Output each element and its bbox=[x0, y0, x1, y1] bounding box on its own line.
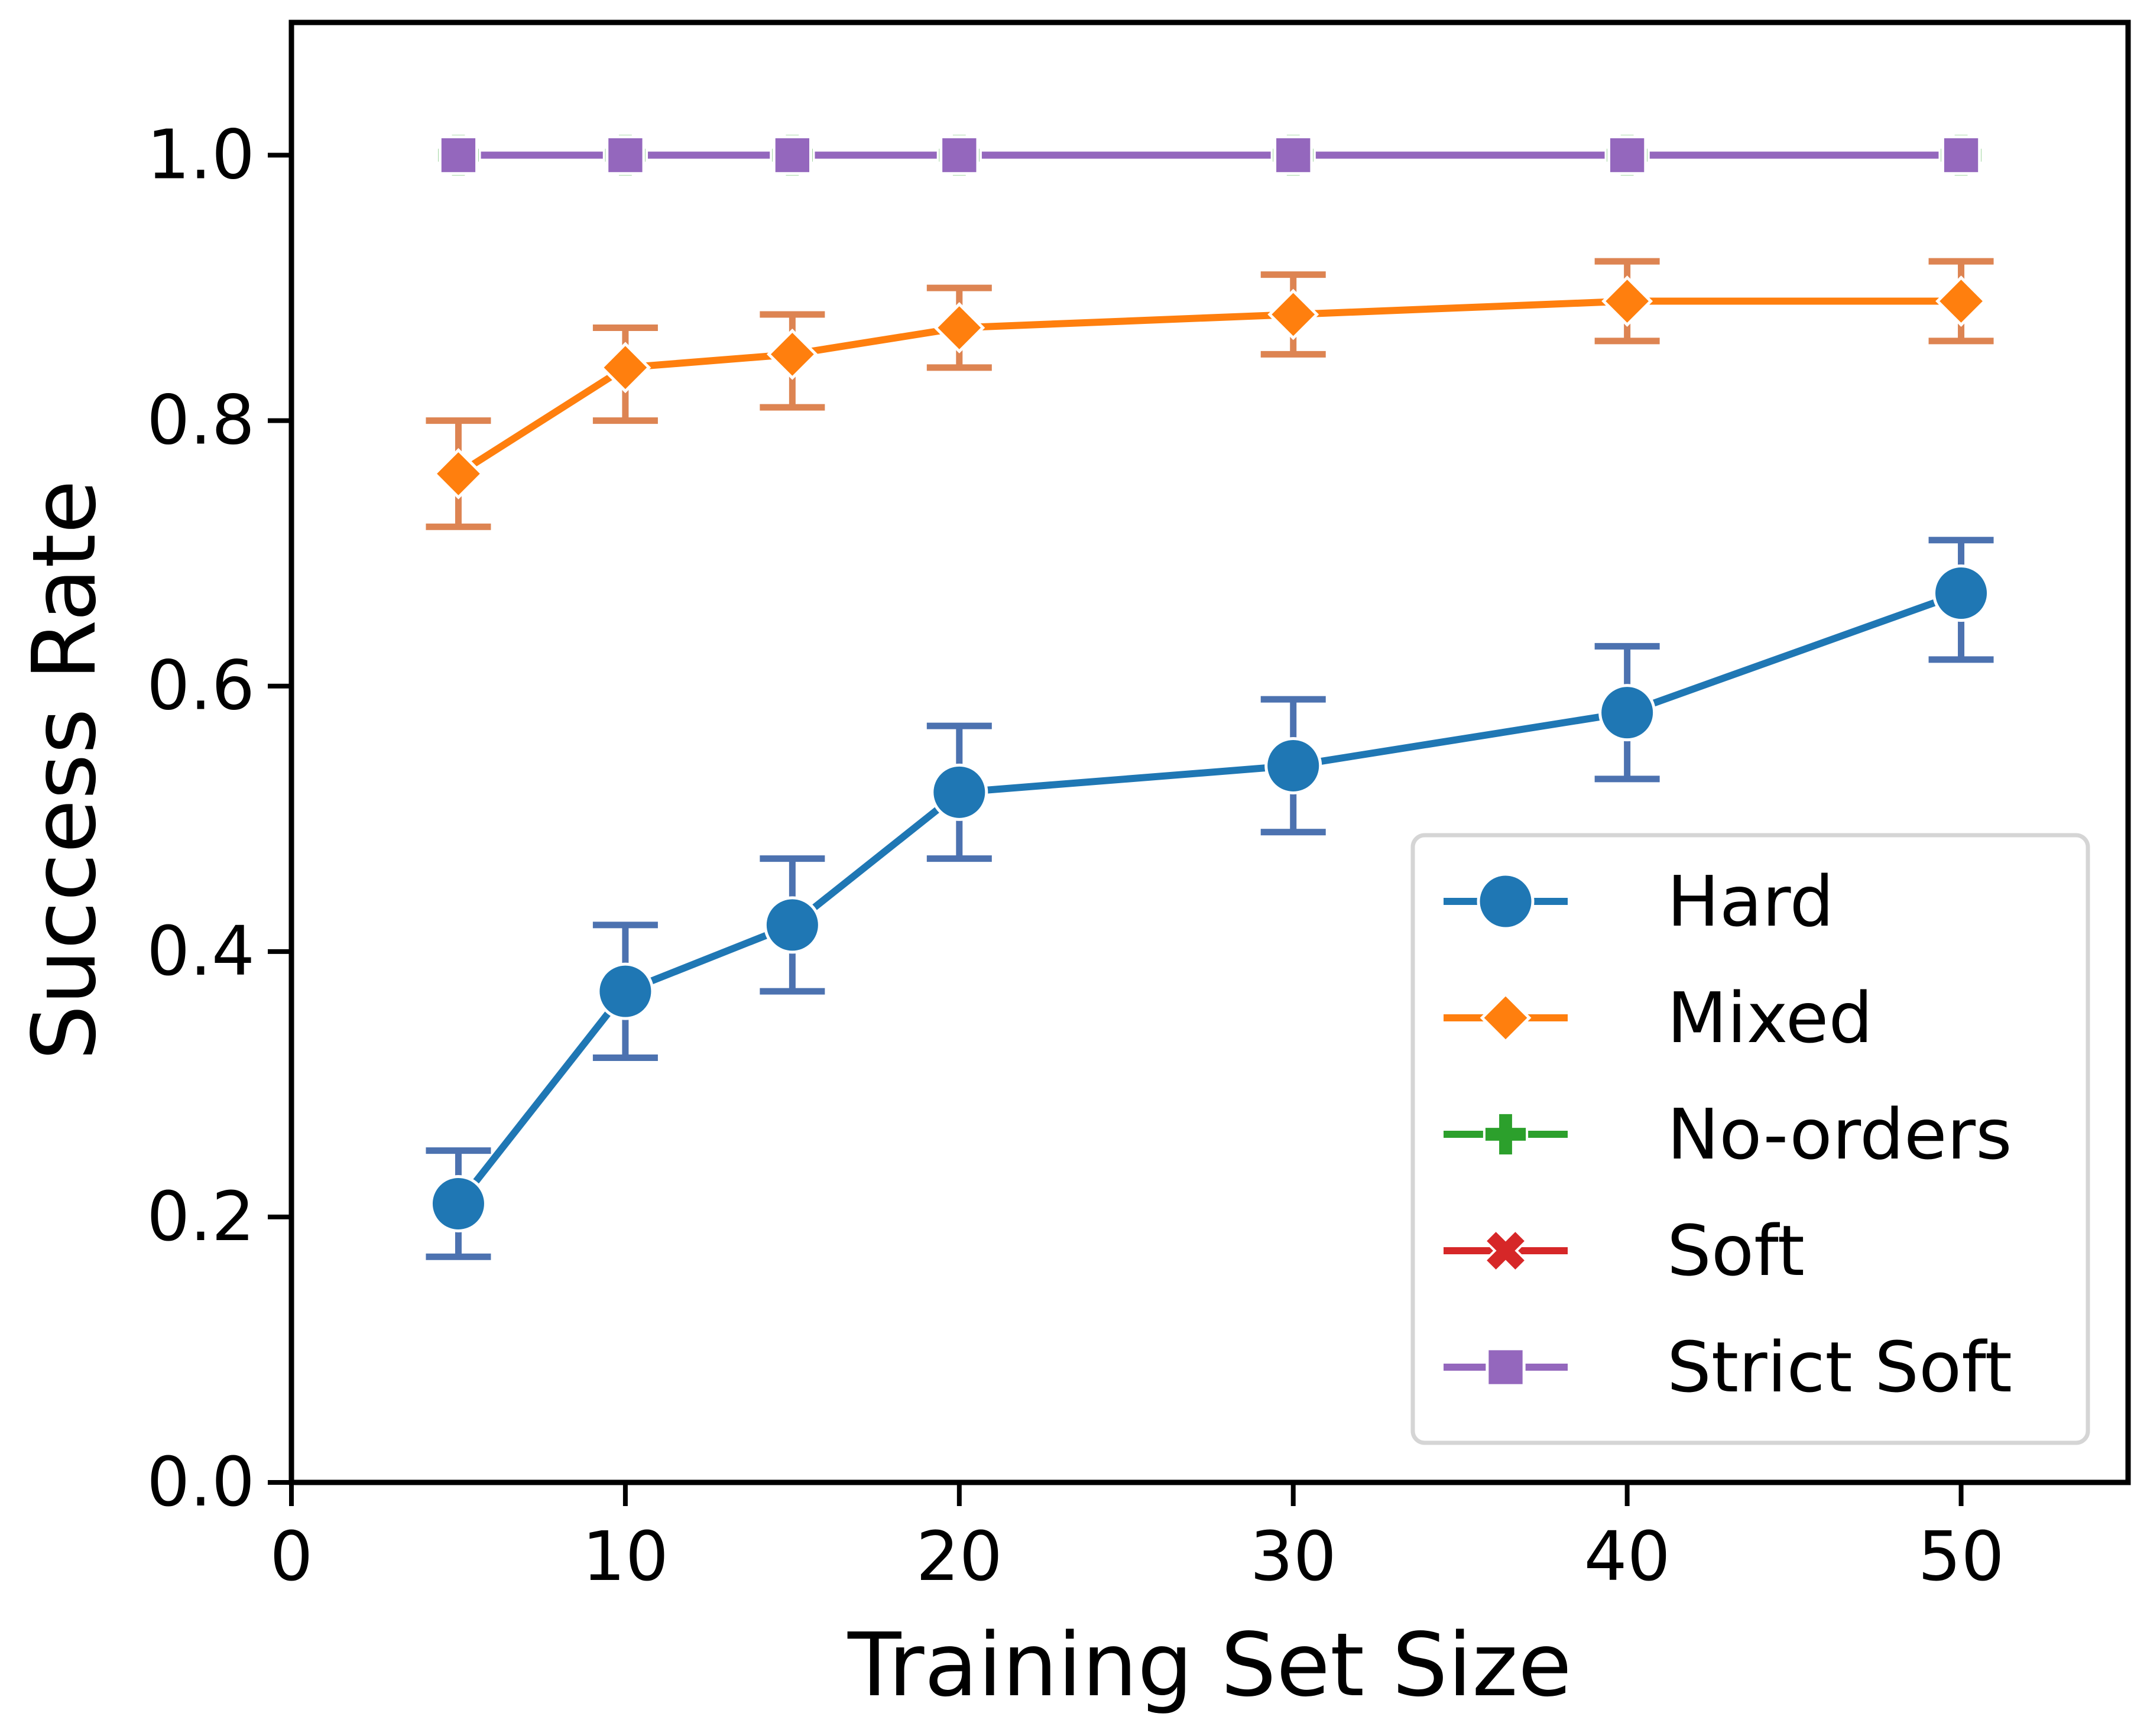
data-point-mixed bbox=[766, 328, 818, 380]
data-point-strict-soft bbox=[1273, 135, 1314, 176]
axes-group: 0 10 20 30 40 50 0.0 0.2 0.4 0.6 0.8 1.0 bbox=[147, 116, 2005, 1597]
data-point-mixed bbox=[1267, 288, 1319, 340]
data-point-hard bbox=[763, 896, 821, 954]
data-point-strict-soft bbox=[939, 135, 980, 176]
y-tick-label: 0.2 bbox=[147, 1177, 255, 1257]
legend: Hard Mixed No-orders Soft Strict Soft bbox=[1410, 833, 2090, 1445]
data-point-mixed bbox=[1935, 275, 1987, 327]
x-tick-label: 20 bbox=[916, 1517, 1003, 1597]
data-point-strict-soft bbox=[1607, 135, 1647, 176]
x-tick-label: 50 bbox=[1918, 1517, 2004, 1597]
y-tick-label: 0.8 bbox=[147, 381, 255, 460]
legend-label-soft: Soft bbox=[1667, 1210, 1805, 1292]
legend-marker-mixed bbox=[1480, 992, 1532, 1044]
data-point-hard bbox=[1932, 564, 1990, 622]
x-tick-label: 10 bbox=[582, 1517, 669, 1597]
data-point-mixed bbox=[933, 302, 985, 353]
plot-frame-group bbox=[288, 20, 2131, 1485]
series-line-mixed bbox=[456, 297, 1961, 477]
data-point-strict-soft bbox=[1941, 135, 1981, 176]
legend-marker-hard bbox=[1477, 872, 1535, 930]
legend-label-strict-soft: Strict Soft bbox=[1667, 1326, 2012, 1408]
x-tick-label: 0 bbox=[270, 1517, 313, 1597]
data-point-hard bbox=[596, 962, 654, 1020]
data-point-strict-soft bbox=[772, 135, 813, 176]
data-point-mixed bbox=[599, 342, 651, 394]
data-point-hard bbox=[1264, 736, 1322, 794]
series-markers-group bbox=[429, 132, 1990, 1232]
y-tick-label: 0.0 bbox=[147, 1443, 255, 1522]
data-point-hard bbox=[429, 1174, 487, 1232]
data-point-mixed bbox=[1601, 275, 1653, 327]
data-point-strict-soft bbox=[438, 135, 479, 176]
x-tick-label: 40 bbox=[1584, 1517, 1670, 1597]
legend-marker-strict-soft bbox=[1486, 1347, 1526, 1387]
data-point-hard bbox=[1598, 684, 1656, 742]
y-tick-label: 0.4 bbox=[147, 912, 255, 991]
y-axis-title: Success Rate bbox=[14, 480, 115, 1060]
plot-frame bbox=[288, 20, 2131, 1485]
legend-label-no-orders: No-orders bbox=[1667, 1093, 2012, 1175]
legend-label-hard: Hard bbox=[1667, 861, 1834, 942]
y-tick-label: 0.6 bbox=[147, 647, 255, 726]
data-point-mixed bbox=[433, 448, 484, 499]
legend-marker-no-orders bbox=[1483, 1111, 1529, 1157]
data-point-strict-soft bbox=[605, 135, 646, 176]
x-tick-label: 30 bbox=[1250, 1517, 1337, 1597]
legend-label-mixed: Mixed bbox=[1667, 977, 1873, 1059]
legend-box bbox=[1410, 833, 2090, 1445]
x-axis-title: Training Set Size bbox=[847, 1614, 1572, 1716]
data-point-hard bbox=[930, 763, 988, 821]
legend-marker-soft bbox=[1483, 1228, 1528, 1273]
y-tick-label: 1.0 bbox=[147, 116, 255, 195]
